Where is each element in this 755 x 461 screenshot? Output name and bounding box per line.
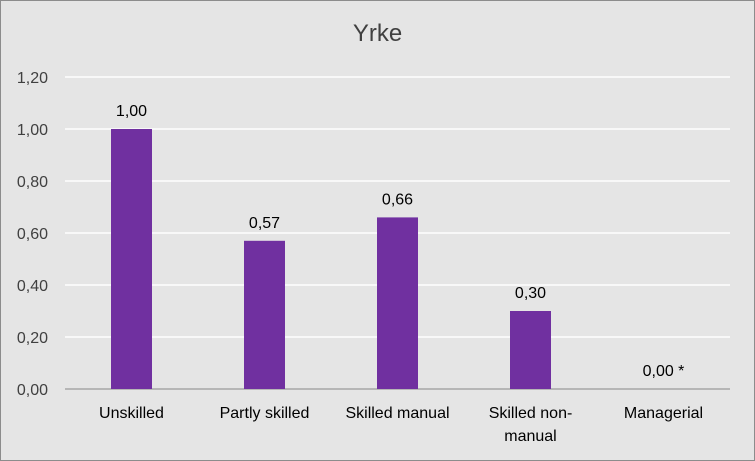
bar	[244, 240, 285, 389]
x-tick-label: Unskilled	[99, 405, 164, 422]
data-label: 0,30	[515, 285, 546, 302]
y-tick-label: 0,20	[17, 330, 48, 347]
x-tick-label: Skilled manual	[345, 405, 449, 422]
data-label: 0,66	[382, 191, 413, 208]
x-tick-label: Partly skilled	[220, 405, 310, 422]
y-tick-label: 0,00	[17, 382, 48, 399]
bar	[510, 311, 551, 389]
y-tick-label: 1,00	[17, 122, 48, 139]
x-tick-label: Skilled non-	[489, 405, 573, 422]
data-label: 0,57	[249, 215, 280, 232]
x-tick-label: manual	[504, 428, 556, 445]
y-tick-label: 0,40	[17, 278, 48, 295]
data-label: 0,00 *	[643, 363, 685, 380]
y-tick-label: 0,80	[17, 174, 48, 191]
x-tick-label: Managerial	[624, 405, 703, 422]
y-tick-label: 1,20	[17, 70, 48, 87]
data-label: 1,00	[116, 103, 147, 120]
bar	[377, 217, 418, 389]
bars	[111, 129, 551, 389]
y-tick-label: 0,60	[17, 226, 48, 243]
bar	[111, 129, 152, 389]
labels: 0,00 0,20 0,40 0,60 0,80 1,00 1,20 1,00 Unskille…	[17, 70, 703, 445]
chart-title: Yrke	[352, 20, 403, 47]
